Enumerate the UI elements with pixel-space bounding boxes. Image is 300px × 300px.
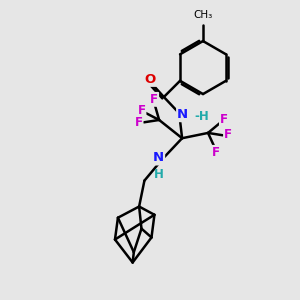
Text: N: N bbox=[153, 152, 164, 164]
Text: O: O bbox=[145, 73, 156, 86]
Text: F: F bbox=[137, 104, 146, 117]
Text: F: F bbox=[224, 128, 232, 141]
Text: F: F bbox=[134, 116, 142, 129]
Text: F: F bbox=[212, 146, 220, 159]
Text: F: F bbox=[220, 113, 228, 126]
Text: N: N bbox=[177, 108, 188, 121]
Text: CH₃: CH₃ bbox=[194, 10, 213, 20]
Text: -H: -H bbox=[194, 110, 209, 123]
Text: F: F bbox=[150, 93, 158, 106]
Text: H: H bbox=[154, 168, 164, 181]
